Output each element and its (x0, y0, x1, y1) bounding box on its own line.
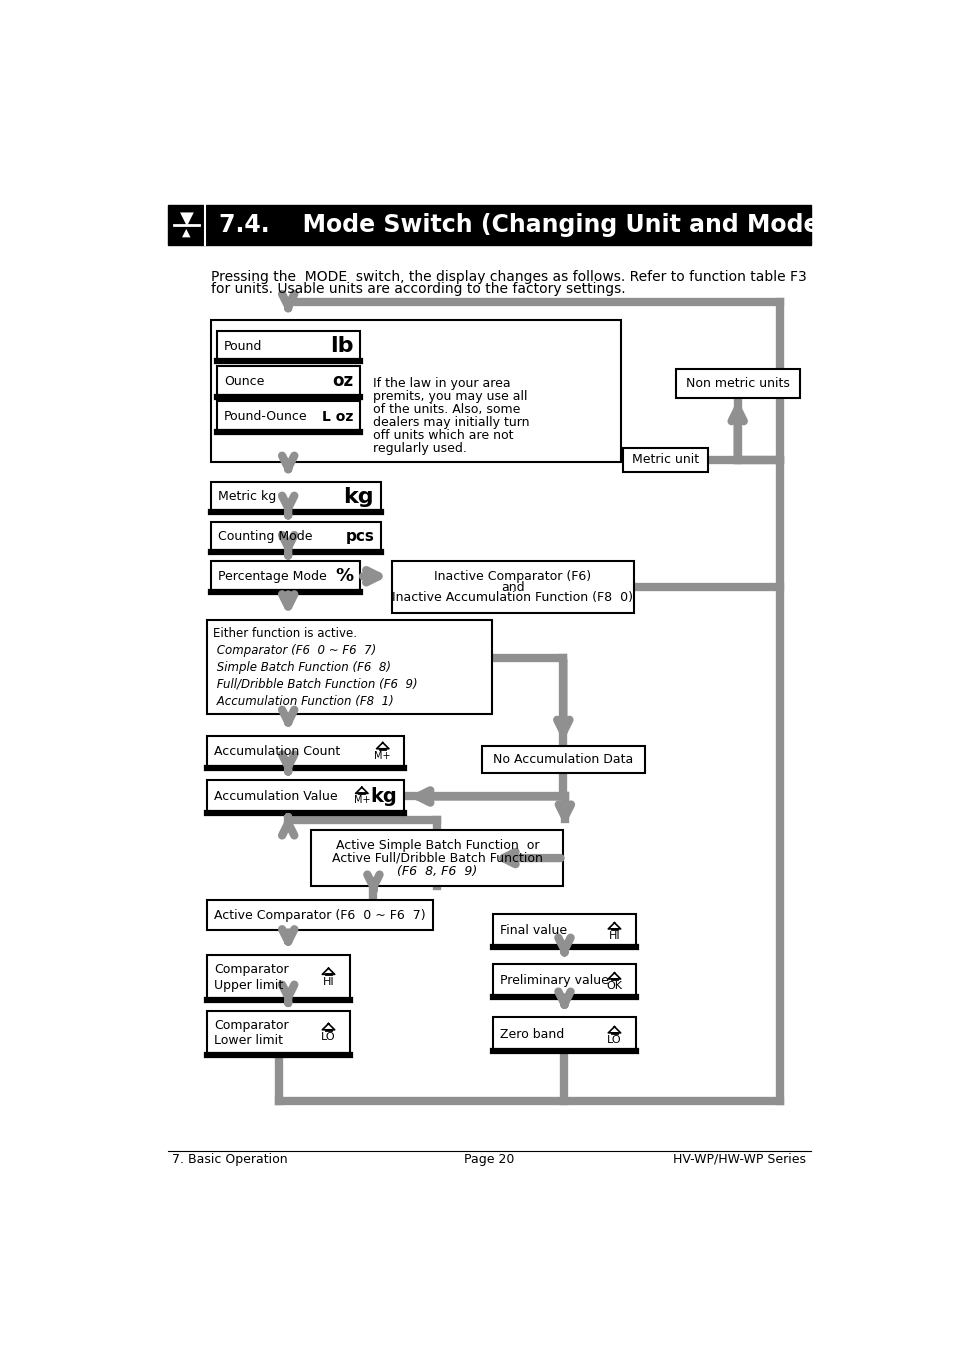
Text: Pressing the  MODE  switch, the display changes as follows. Refer to function ta: Pressing the MODE switch, the display ch… (211, 270, 805, 284)
Text: %: % (335, 567, 353, 586)
Text: Ounce: Ounce (224, 375, 264, 387)
Text: Percentage Mode: Percentage Mode (217, 570, 326, 583)
Text: premits, you may use all: premits, you may use all (373, 390, 527, 402)
Bar (207, 780, 404, 813)
Bar (207, 1011, 350, 1056)
Text: HI: HI (608, 931, 619, 941)
Bar (216, 366, 360, 397)
Text: Page 20: Page 20 (463, 1153, 514, 1165)
Bar (207, 900, 433, 930)
Text: ▼: ▼ (179, 211, 193, 228)
Text: HI: HI (322, 977, 334, 987)
Text: Lower limit: Lower limit (213, 1034, 282, 1048)
Bar (168, 205, 810, 246)
Text: and: and (500, 580, 524, 594)
Bar (675, 369, 799, 398)
Text: If the law in your area: If the law in your area (373, 377, 510, 390)
Text: M+: M+ (375, 751, 391, 760)
Text: off units which are not: off units which are not (373, 429, 513, 443)
Text: pcs: pcs (345, 529, 374, 544)
Text: kg: kg (371, 787, 397, 806)
Bar (216, 401, 360, 432)
Text: 7. Basic Operation: 7. Basic Operation (172, 1153, 287, 1165)
Bar (622, 448, 707, 471)
Text: Pound: Pound (224, 340, 262, 352)
Bar (207, 954, 350, 1000)
Bar (493, 1018, 636, 1052)
Text: L oz: L oz (321, 410, 353, 424)
Text: Comparator: Comparator (213, 964, 288, 976)
Bar (207, 736, 404, 768)
Text: Pound-Ounce: Pound-Ounce (224, 410, 307, 424)
Bar (481, 745, 644, 774)
Bar (211, 560, 360, 591)
Text: Active Simple Batch Function  or: Active Simple Batch Function or (335, 840, 538, 852)
Bar (392, 560, 633, 613)
Text: Inactive Comparator (F6): Inactive Comparator (F6) (434, 570, 591, 583)
Text: Accumulation Value: Accumulation Value (213, 790, 337, 803)
Text: dealers may initially turn: dealers may initially turn (373, 416, 529, 429)
Text: regularly used.: regularly used. (373, 443, 466, 455)
Text: Comparator: Comparator (213, 1019, 288, 1031)
Bar (211, 521, 381, 552)
Text: Final value: Final value (499, 923, 566, 937)
Text: Metric kg: Metric kg (217, 490, 275, 504)
Bar (211, 320, 620, 462)
Bar (493, 964, 636, 998)
Text: LO: LO (606, 1035, 621, 1045)
Text: HV-WP/HW-WP Series: HV-WP/HW-WP Series (672, 1153, 805, 1165)
Text: Metric unit: Metric unit (632, 454, 699, 467)
Text: No Accumulation Data: No Accumulation Data (493, 753, 633, 765)
Text: Preliminary value: Preliminary value (499, 973, 608, 987)
Bar (211, 482, 381, 513)
Text: Zero band: Zero band (499, 1027, 563, 1041)
Text: (F6  8, F6  9): (F6 8, F6 9) (396, 865, 477, 879)
Text: Upper limit: Upper limit (213, 979, 283, 992)
Text: LO: LO (321, 1033, 335, 1042)
Text: Non metric units: Non metric units (685, 377, 789, 390)
Text: ▲: ▲ (182, 228, 191, 238)
Text: Active Comparator (F6  0 ~ F6  7): Active Comparator (F6 0 ~ F6 7) (213, 909, 425, 922)
Text: kg: kg (343, 487, 374, 508)
Bar (207, 620, 492, 714)
Text: Accumulation Count: Accumulation Count (213, 745, 339, 759)
Bar (493, 914, 636, 948)
Text: Counting Mode: Counting Mode (217, 531, 312, 544)
Bar (216, 331, 360, 362)
Text: Accumulation Function (F8  1): Accumulation Function (F8 1) (213, 694, 394, 707)
Text: Either function is active.: Either function is active. (213, 626, 356, 640)
Text: lb: lb (330, 336, 353, 356)
Text: Comparator (F6  0 ~ F6  7): Comparator (F6 0 ~ F6 7) (213, 644, 375, 656)
Text: M+: M+ (354, 795, 370, 806)
Text: for units. Usable units are according to the factory settings.: for units. Usable units are according to… (211, 282, 624, 296)
Text: Inactive Accumulation Function (F8  0): Inactive Accumulation Function (F8 0) (392, 591, 633, 605)
Text: of the units. Also, some: of the units. Also, some (373, 404, 519, 416)
Text: Full/Dribble Batch Function (F6  9): Full/Dribble Batch Function (F6 9) (213, 678, 417, 691)
Text: oz: oz (332, 373, 353, 390)
Text: 7.4.    Mode Switch (Changing Unit and Mode): 7.4. Mode Switch (Changing Unit and Mode… (219, 213, 830, 238)
Text: OK: OK (606, 981, 621, 991)
Text: Simple Batch Function (F6  8): Simple Batch Function (F6 8) (213, 660, 391, 674)
Text: Active Full/Dribble Batch Function: Active Full/Dribble Batch Function (332, 852, 542, 864)
Bar (311, 830, 562, 886)
